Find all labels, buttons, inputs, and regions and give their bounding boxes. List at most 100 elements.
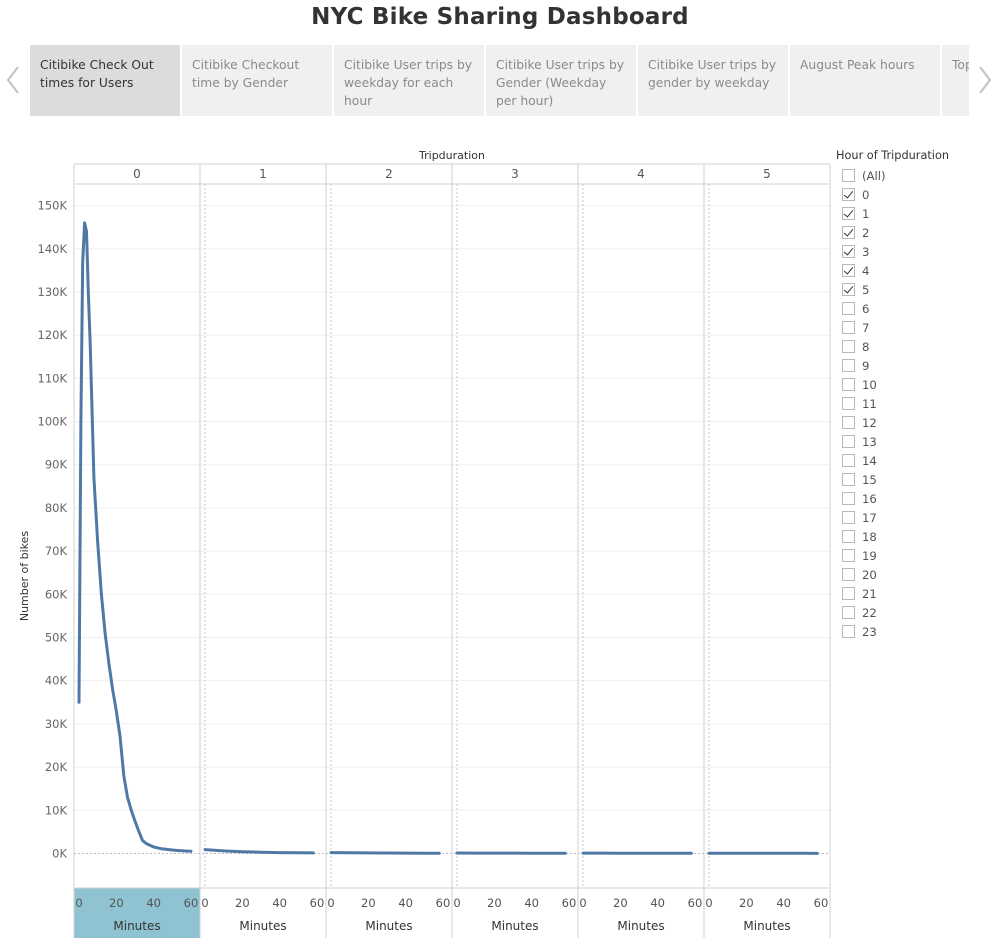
- checkbox-empty-icon[interactable]: [842, 511, 855, 524]
- checkbox-empty-icon[interactable]: [842, 606, 855, 619]
- filter-item-label: 14: [862, 453, 877, 468]
- checkbox-empty-icon[interactable]: [842, 321, 855, 334]
- filter-item-label: 17: [862, 510, 877, 525]
- filter-item-14[interactable]: 14: [836, 451, 986, 470]
- filter-item-2[interactable]: 2: [836, 223, 986, 242]
- filter-item-16[interactable]: 16: [836, 489, 986, 508]
- x-tick-label: 40: [776, 896, 791, 910]
- y-axis-title: Number of bikes: [18, 531, 31, 622]
- chevron-right-icon: [979, 66, 992, 94]
- filter-item-13[interactable]: 13: [836, 432, 986, 451]
- x-tick-label: 0: [453, 896, 460, 910]
- x-axis-title: Minutes: [239, 919, 286, 933]
- checkbox-empty-icon[interactable]: [842, 435, 855, 448]
- filter-item-4[interactable]: 4: [836, 261, 986, 280]
- filter-item-10[interactable]: 10: [836, 375, 986, 394]
- x-tick-label: 0: [579, 896, 586, 910]
- filter-item-label: 23: [862, 624, 877, 639]
- checkbox-empty-icon[interactable]: [842, 454, 855, 467]
- chart-svg: Tripduration 0K 10K 20K 30K 40K 50K 60K 70K 80K 90…: [18, 149, 831, 938]
- filter-item-all[interactable]: (All): [836, 166, 986, 185]
- checkbox-checked-icon[interactable]: [842, 245, 855, 258]
- y-tick-label: 90K: [45, 458, 68, 472]
- filter-item-8[interactable]: 8: [836, 337, 986, 356]
- checkbox-empty-icon[interactable]: [842, 416, 855, 429]
- filter-item-20[interactable]: 20: [836, 565, 986, 584]
- checkbox-empty-icon[interactable]: [842, 568, 855, 581]
- filter-item-label: 1: [862, 206, 870, 221]
- checkbox-empty-icon[interactable]: [842, 340, 855, 353]
- y-tick-label: 50K: [45, 630, 68, 644]
- tab-trips-gender-weekday[interactable]: Citibike User trips by gender by weekday: [638, 45, 788, 116]
- checkbox-checked-icon[interactable]: [842, 226, 855, 239]
- filter-item-label: 9: [862, 358, 870, 373]
- y-tick-label: 10K: [45, 803, 68, 817]
- filter-item-21[interactable]: 21: [836, 584, 986, 603]
- filter-item-9[interactable]: 9: [836, 356, 986, 375]
- filter-item-6[interactable]: 6: [836, 299, 986, 318]
- filter-item-15[interactable]: 15: [836, 470, 986, 489]
- filter-item-19[interactable]: 19: [836, 546, 986, 565]
- checkbox-empty-icon[interactable]: [842, 587, 855, 600]
- checkbox-checked-icon[interactable]: [842, 207, 855, 220]
- checkbox-empty-icon[interactable]: [842, 359, 855, 372]
- story-tabs: Citibike Check Out times for Users Citib…: [30, 45, 969, 116]
- x-tick-label: 20: [739, 896, 754, 910]
- filter-item-label: 20: [862, 567, 877, 582]
- y-tick-label: 80K: [45, 501, 68, 515]
- x-tick-label: 60: [436, 896, 451, 910]
- filter-item-22[interactable]: 22: [836, 603, 986, 622]
- filter-item-7[interactable]: 7: [836, 318, 986, 337]
- tab-trips-weekday-hour[interactable]: Citibike User trips by weekday for each …: [334, 45, 484, 116]
- filter-item-12[interactable]: 12: [836, 413, 986, 432]
- filter-item-5[interactable]: 5: [836, 280, 986, 299]
- tab-trips-gender-weekday-hour[interactable]: Citibike User trips by Gender (Weekday p…: [486, 45, 636, 116]
- panel-header-label: 2: [385, 167, 393, 181]
- tabs-prev-button[interactable]: [3, 64, 23, 96]
- tabs-next-button[interactable]: [975, 64, 993, 96]
- checkbox-empty-icon[interactable]: [842, 169, 855, 182]
- checkbox-empty-icon[interactable]: [842, 530, 855, 543]
- filter-item-label: 11: [862, 396, 877, 411]
- x-axis-title: Minutes: [365, 919, 412, 933]
- checkbox-checked-icon[interactable]: [842, 283, 855, 296]
- tab-top[interactable]: Top: [942, 45, 969, 116]
- hour-filter: Hour of Tripduration (All) 0 1 2 3 4 5 6 7 8 9 10 11…: [836, 149, 986, 641]
- series-line-panel-2: [329, 851, 441, 855]
- checkbox-empty-icon[interactable]: [842, 625, 855, 638]
- checkbox-empty-icon[interactable]: [842, 378, 855, 391]
- filter-item-label: 3: [862, 244, 870, 259]
- x-tick-label: 60: [310, 896, 325, 910]
- checkbox-checked-icon[interactable]: [842, 188, 855, 201]
- filter-item-3[interactable]: 3: [836, 242, 986, 261]
- filter-item-label: 10: [862, 377, 877, 392]
- x-tick-label: 60: [814, 896, 829, 910]
- chevron-left-icon: [6, 66, 19, 94]
- filter-item-23[interactable]: 23: [836, 622, 986, 641]
- filter-list: (All) 0 1 2 3 4 5 6 7 8 9 10 11 12 13 14 15 16 17 18 19 20 21 2…: [836, 166, 986, 641]
- y-tick-label: 60K: [45, 587, 68, 601]
- filter-item-11[interactable]: 11: [836, 394, 986, 413]
- filter-item-18[interactable]: 18: [836, 527, 986, 546]
- tab-checkout-gender[interactable]: Citibike Checkout time by Gender: [182, 45, 332, 116]
- tripduration-line-chart: Tripduration 0K 10K 20K 30K 40K 50K 60K 70K 80K 90…: [0, 140, 835, 938]
- filter-item-17[interactable]: 17: [836, 508, 986, 527]
- checkbox-empty-icon[interactable]: [842, 302, 855, 315]
- checkbox-empty-icon[interactable]: [842, 473, 855, 486]
- tab-checkout-times[interactable]: Citibike Check Out times for Users: [30, 45, 180, 116]
- filter-item-label: 4: [862, 263, 870, 278]
- y-tick-label: 120K: [38, 328, 68, 342]
- checkbox-empty-icon[interactable]: [842, 549, 855, 562]
- tab-august-peak-hours[interactable]: August Peak hours: [790, 45, 940, 116]
- column-header-title: Tripduration: [418, 149, 485, 162]
- checkbox-checked-icon[interactable]: [842, 264, 855, 277]
- filter-item-1[interactable]: 1: [836, 204, 986, 223]
- checkbox-empty-icon[interactable]: [842, 397, 855, 410]
- x-axis-title: Minutes: [617, 919, 664, 933]
- y-tick-label: 130K: [38, 285, 68, 299]
- y-tick-label: 140K: [38, 242, 68, 256]
- filter-item-0[interactable]: 0: [836, 185, 986, 204]
- checkbox-empty-icon[interactable]: [842, 492, 855, 505]
- y-tick-label: 30K: [45, 717, 68, 731]
- filter-item-label: 13: [862, 434, 877, 449]
